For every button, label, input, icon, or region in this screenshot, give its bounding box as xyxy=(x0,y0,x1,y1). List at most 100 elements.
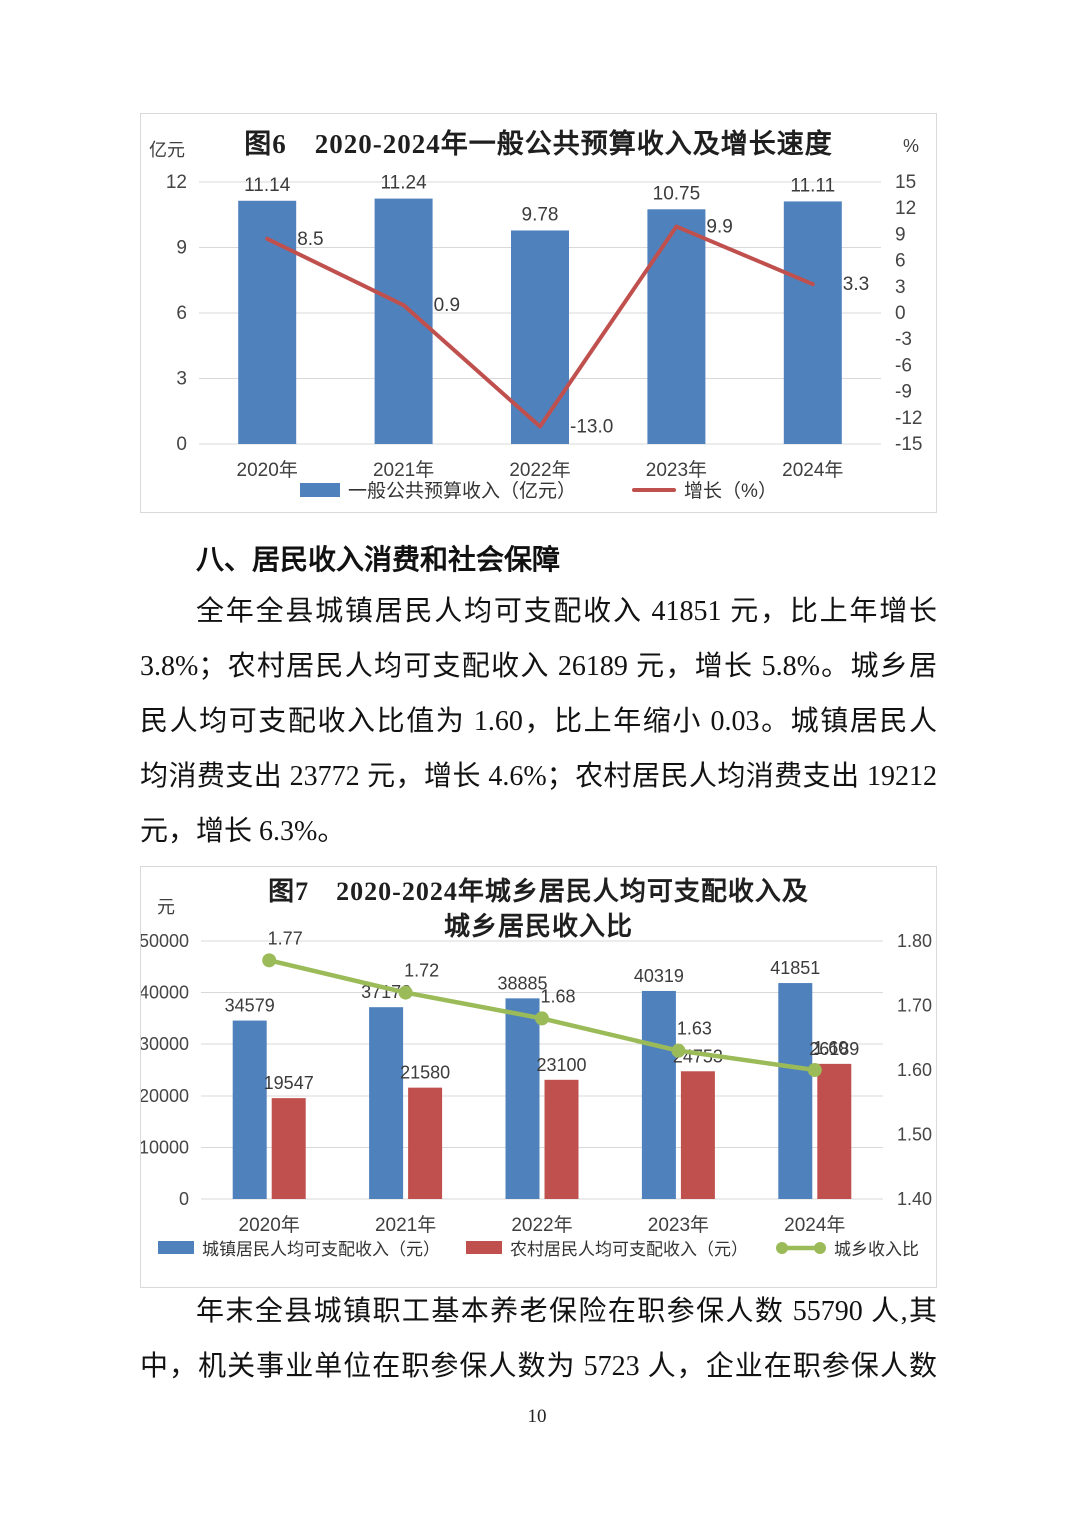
category-label: 2024年 xyxy=(784,1214,845,1236)
bar-value-label: 40319 xyxy=(634,966,684,986)
legend-dot xyxy=(814,1241,826,1254)
line-marker-1 xyxy=(398,985,413,1000)
category-label: 2023年 xyxy=(646,459,707,481)
left-axis-tick: 9 xyxy=(176,238,187,259)
legend-bar-swatch xyxy=(158,1241,194,1254)
figure6-chart: 图6 2020-2024年一般公共预算收入及增长速度 亿元% 12 9 6 3 0 15 12 9… xyxy=(140,113,937,513)
bar-value-label: 11.11 xyxy=(790,175,835,196)
left-axis-tick: 40000 xyxy=(141,983,189,1003)
left-axis-unit: 亿元 xyxy=(149,140,185,160)
right-axis-tick: 1.70 xyxy=(897,996,932,1016)
bar-value-label: 11.24 xyxy=(381,173,428,194)
left-axis-unit: 元 xyxy=(157,897,175,917)
line-value-label: 8.5 xyxy=(297,229,323,250)
left-axis-tick: 6 xyxy=(176,303,187,324)
figure7-chart: 图7 2020-2024年城乡居民人均可支配收入及 城乡居民收入比 元 50000 40… xyxy=(140,866,937,1288)
bar-0-2 xyxy=(505,998,540,1199)
line-value-label: 1.68 xyxy=(540,986,575,1006)
text-line: 3.8%；农村居民人均可支配收入 26189 元，增长 5.8%。城乡居 xyxy=(140,651,937,682)
legend-label: 城镇居民人均可支配收入（元） xyxy=(202,1240,440,1259)
trend-line xyxy=(265,224,815,429)
text-line: 均消费支出 23772 元，增长 4.6%；农村居民人均消费支出 19212 xyxy=(140,761,937,792)
chart-title-line: 图7 2020-2024年城乡居民人均可支配收入及 xyxy=(268,877,809,906)
right-axis-tick: 6 xyxy=(895,251,906,272)
chart-plot: 50000 40000 30000 20000 10000 0 1.80 1.70 1.60 1.… xyxy=(141,928,932,1236)
right-axis-tick: 1.40 xyxy=(897,1189,932,1209)
line-value-label: -13.0 xyxy=(570,417,613,438)
legend-bar-swatch xyxy=(466,1241,502,1254)
bar-0-0 xyxy=(238,200,297,444)
right-axis-tick: 12 xyxy=(895,198,916,219)
line-marker-2 xyxy=(535,1011,549,1026)
bar-value-label: 21580 xyxy=(400,1063,450,1083)
category-label: 2022年 xyxy=(511,1214,572,1236)
pension-paragraph: 年末全县城镇职工基本养老保险在职参保人数 55790 人,其 中，机关事业单位在职… xyxy=(140,1284,937,1394)
legend-dot xyxy=(776,1241,788,1254)
bar-value-label: 38885 xyxy=(497,973,547,993)
left-axis-tick: 50000 xyxy=(141,931,189,951)
left-axis-tick: 3 xyxy=(176,369,187,390)
legend-item: 增长（%） xyxy=(632,476,777,503)
section-heading: 八、居民收入消费和社会保障 xyxy=(196,544,561,575)
left-axis-tick: 0 xyxy=(176,434,187,455)
bar-0-4 xyxy=(783,201,842,444)
line-marker-3 xyxy=(671,1043,686,1058)
legend-label: 城乡收入比 xyxy=(834,1240,919,1259)
right-axis-tick: -6 xyxy=(895,355,912,376)
category-label: 2021年 xyxy=(375,1214,436,1236)
category-label: 2020年 xyxy=(237,459,298,481)
line-value-label: 1.77 xyxy=(268,928,303,948)
bar-1-3 xyxy=(680,1071,715,1199)
text-line: 中，机关事业单位在职参保人数为 5723 人，企业在职参保人数 xyxy=(140,1351,937,1382)
category-label: 2021年 xyxy=(373,459,434,481)
line-marker-0 xyxy=(262,953,277,968)
bar-value-label: 10.75 xyxy=(653,183,701,204)
chart-title-line: 图6 2020-2024年一般公共预算收入及增长速度 xyxy=(244,129,833,159)
line-value-label: 9.9 xyxy=(706,217,732,238)
legend-label: 农村居民人均可支配收入（元） xyxy=(510,1240,748,1259)
text-line: 全年全县城镇居民人均可支配收入 41851 元，比上年增长 xyxy=(196,596,937,627)
bar-0-0 xyxy=(232,1020,267,1199)
bar-0-3 xyxy=(647,209,706,444)
legend-item: 城乡收入比 xyxy=(774,1235,919,1260)
line-value-label: 1.63 xyxy=(677,1019,712,1039)
bar-value-label: 23100 xyxy=(536,1055,586,1075)
right-axis-tick: -3 xyxy=(895,329,912,350)
right-axis-tick: -15 xyxy=(895,434,922,455)
bar-value-label: 41851 xyxy=(770,958,820,978)
chart-legend: 一般公共预算收入（亿元） 增长（%） xyxy=(141,476,936,503)
category-label: 2022年 xyxy=(509,459,570,481)
bar-value-label: 9.78 xyxy=(522,204,559,225)
page-number: 10 xyxy=(527,1406,547,1427)
left-axis-tick: 12 xyxy=(166,172,187,193)
line-value-label: 1.60 xyxy=(813,1038,848,1058)
left-axis-tick: 10000 xyxy=(141,1137,189,1157)
right-axis-tick: -12 xyxy=(895,408,922,429)
text-line: 元，增长 6.3%。 xyxy=(140,816,346,847)
chart-title-line: 城乡居民收入比 xyxy=(443,912,633,941)
bar-value-label: 26189 xyxy=(809,1039,859,1059)
right-axis-tick: 0 xyxy=(895,303,906,324)
bar-0-4 xyxy=(778,983,813,1199)
bar-value-label: 11.14 xyxy=(244,175,291,196)
bar-1-1 xyxy=(408,1087,443,1199)
right-axis-tick: 1.60 xyxy=(897,1060,932,1080)
legend-item: 一般公共预算收入（亿元） xyxy=(300,476,576,503)
right-axis-tick: 15 xyxy=(895,172,916,193)
legend-line-swatch xyxy=(632,487,677,492)
legend-bar-swatch xyxy=(300,482,341,497)
category-label: 2020年 xyxy=(239,1214,300,1236)
bar-1-2 xyxy=(544,1079,579,1199)
income-paragraph: 全年全县城镇居民人均可支配收入 41851 元，比上年增长 3.8%；农村居民人均… xyxy=(140,584,937,859)
right-axis-unit: % xyxy=(903,136,920,156)
right-axis-tick: 1.50 xyxy=(897,1125,932,1145)
left-axis-tick: 20000 xyxy=(141,1086,189,1106)
category-label: 2024年 xyxy=(782,459,843,481)
bar-value-label: 34579 xyxy=(225,996,275,1016)
category-label: 2023年 xyxy=(648,1214,709,1236)
bar-1-4 xyxy=(817,1063,852,1199)
text-line: 民人均可支配收入比值为 1.60，比上年缩小 0.03。城镇居民人 xyxy=(140,706,937,737)
bar-0-3 xyxy=(641,990,676,1199)
line-value-label: 3.3 xyxy=(843,274,869,295)
